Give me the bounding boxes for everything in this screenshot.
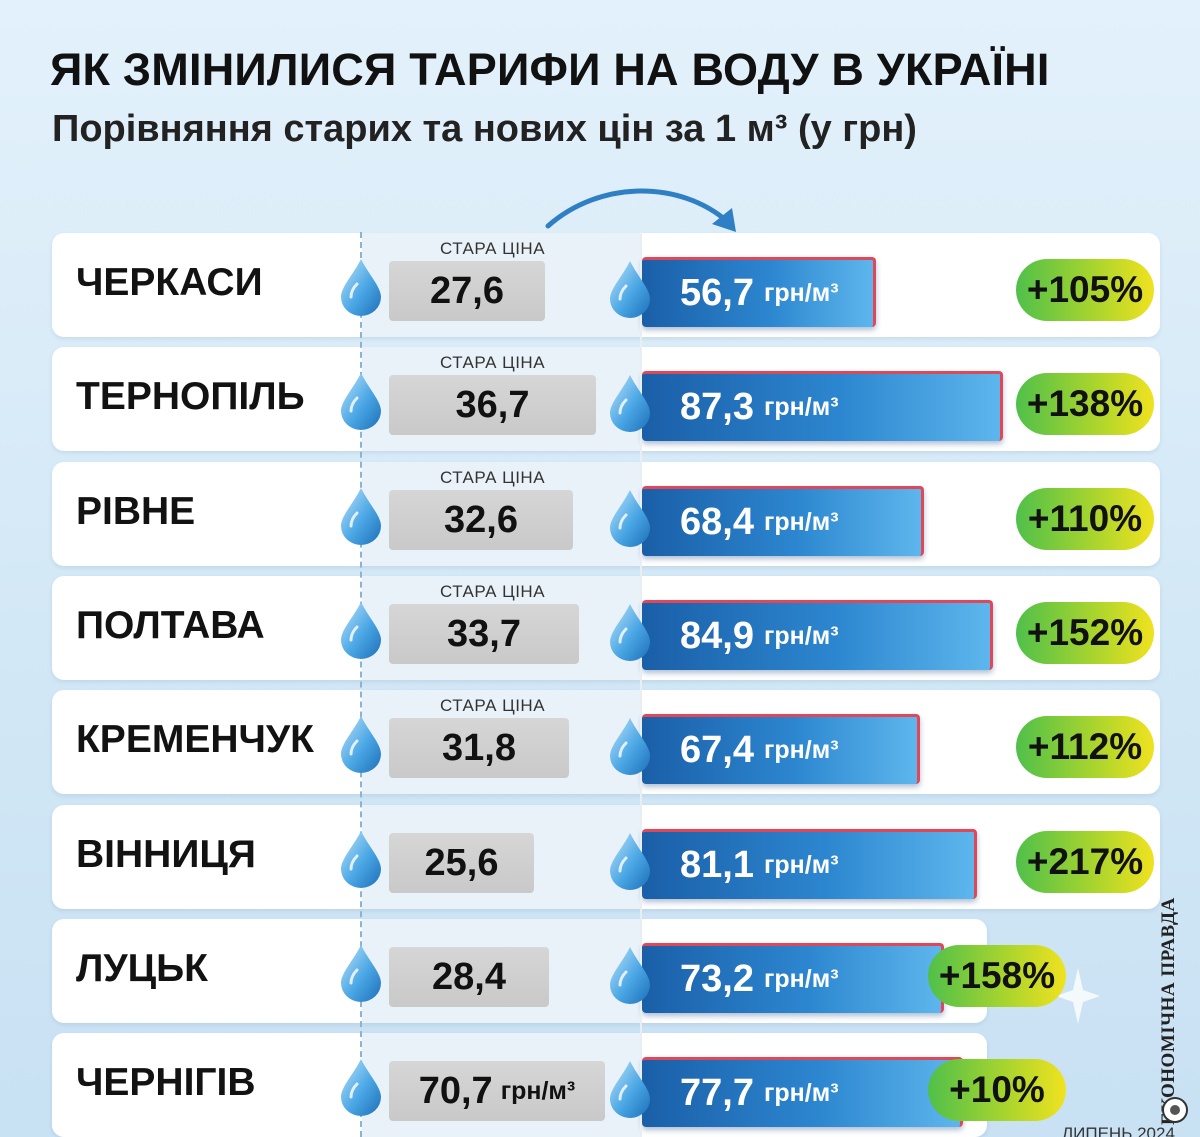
old-price-box: 32,6 <box>389 490 573 550</box>
new-price-value: 84,9 <box>680 615 754 657</box>
new-price-value: 56,7 <box>680 272 754 314</box>
water-drop-icon <box>339 486 383 551</box>
tariff-row: ВІННИЦЯ 25,6 81,1 грн/м³ +217% <box>0 805 1200 909</box>
water-drop-icon <box>608 831 652 896</box>
old-price-caption: СТАРА ЦІНА <box>440 353 546 372</box>
new-price-value: 81,1 <box>680 844 754 886</box>
tariff-row: ТЕРНОПІЛЬ СТАРА ЦІНА 36,7 87,3 грн/м³ +138% <box>0 347 1200 451</box>
old-price-box: 70,7 грн/м³ <box>389 1061 605 1121</box>
water-drop-icon <box>339 257 383 322</box>
new-price-value: 73,2 <box>680 958 754 1000</box>
new-price-unit: грн/м³ <box>763 851 839 879</box>
water-drop-icon <box>339 714 383 779</box>
change-percent-badge: +158% <box>928 945 1066 1007</box>
city-label: ЧЕРКАСИ <box>76 261 263 304</box>
water-drop-icon <box>608 716 652 781</box>
arrow-icon <box>545 188 736 232</box>
old-price-value: 70,7 <box>418 1069 493 1112</box>
water-drop-icon <box>608 945 652 1010</box>
new-price-bar: 77,7 грн/м³ <box>642 1057 963 1127</box>
tariff-row: РІВНЕ СТАРА ЦІНА 32,6 68,4 грн/м³ +110% <box>0 462 1200 566</box>
old-price-caption: СТАРА ЦІНА <box>440 696 546 715</box>
old-price-value: 27,6 <box>430 269 504 312</box>
water-drop-icon <box>339 371 383 436</box>
new-price-value: 77,7 <box>680 1072 754 1114</box>
new-price-unit: грн/м³ <box>763 279 839 307</box>
water-drop-icon <box>339 829 383 894</box>
tariff-row: КРЕМЕНЧУК СТАРА ЦІНА 31,8 67,4 грн/м³ +112% <box>0 690 1200 794</box>
old-price-value: 31,8 <box>442 726 516 769</box>
new-price-unit: грн/м³ <box>763 736 839 764</box>
tariff-row: ЧЕРКАСИ СТАРА ЦІНА 27,6 56,7 грн/м³ +105% <box>0 233 1200 337</box>
city-label: КРЕМЕНЧУК <box>76 718 314 761</box>
water-drop-icon <box>339 943 383 1008</box>
new-price-value: 67,4 <box>680 729 754 771</box>
old-price-value: 33,7 <box>447 612 521 655</box>
tariff-row: ПОЛТАВА СТАРА ЦІНА 33,7 84,9 грн/м³ +152% <box>0 576 1200 680</box>
change-percent-badge: +10% <box>928 1059 1066 1121</box>
new-price-value: 68,4 <box>680 501 754 543</box>
old-price-unit: грн/м³ <box>500 1076 576 1105</box>
city-label: ЧЕРНІГІВ <box>76 1061 256 1104</box>
new-price-bar: 67,4 грн/м³ <box>642 714 920 784</box>
change-percent-badge: +152% <box>1016 602 1154 664</box>
change-percent-badge: +112% <box>1016 716 1154 778</box>
water-drop-icon <box>339 1057 383 1122</box>
water-drop-icon <box>608 488 652 553</box>
old-price-box: 36,7 <box>389 375 596 435</box>
old-price-box: 28,4 <box>389 947 549 1007</box>
new-price-bar: 73,2 грн/м³ <box>642 943 944 1013</box>
publication-date: ЛИПЕНЬ 2024 <box>1062 1124 1175 1137</box>
sparkle-icon <box>1056 968 1100 1024</box>
old-price-value: 25,6 <box>424 841 499 884</box>
new-price-unit: грн/м³ <box>763 1079 839 1107</box>
new-price-bar: 56,7 грн/м³ <box>642 257 876 327</box>
tariff-row: ЧЕРНІГІВ 70,7 грн/м³ 77,7 грн/м³ +10% <box>0 1033 1200 1137</box>
new-price-value: 87,3 <box>680 386 754 428</box>
new-price-bar: 87,3 грн/м³ <box>642 371 1003 441</box>
water-drop-icon <box>608 602 652 667</box>
tariff-row: ЛУЦЬК 28,4 73,2 грн/м³ +158% <box>0 919 1200 1023</box>
old-price-box: 31,8 <box>389 718 569 778</box>
change-percent-badge: +110% <box>1016 488 1154 550</box>
city-label: ПОЛТАВА <box>76 604 265 647</box>
column-separator <box>640 232 642 1137</box>
old-price-caption: СТАРА ЦІНА <box>440 468 546 487</box>
water-drop-icon <box>608 1059 652 1124</box>
water-drop-icon <box>608 259 652 324</box>
city-label: ЛУЦЬК <box>76 947 208 990</box>
change-percent-badge: +138% <box>1016 373 1154 435</box>
water-drop-icon <box>339 600 383 665</box>
new-price-unit: грн/м³ <box>763 622 839 650</box>
change-percent-badge: +105% <box>1016 259 1154 321</box>
page-title: ЯК ЗМІНИЛИСЯ ТАРИФИ НА ВОДУ В УКРАЇНІ <box>50 44 1050 95</box>
new-price-bar: 84,9 грн/м³ <box>642 600 993 670</box>
page-subtitle: Порівняння старих та нових цін за 1 м³ (… <box>52 108 917 150</box>
old-price-value: 32,6 <box>444 498 518 541</box>
new-price-bar: 81,1 грн/м³ <box>642 829 977 899</box>
old-price-caption: СТАРА ЦІНА <box>440 582 546 601</box>
new-price-unit: грн/м³ <box>763 508 839 536</box>
city-label: РІВНЕ <box>76 490 196 533</box>
old-price-caption: СТАРА ЦІНА <box>440 239 546 258</box>
water-drop-icon <box>608 373 652 438</box>
old-price-box: 27,6 <box>389 261 545 321</box>
old-price-box: 25,6 <box>389 833 534 893</box>
brand-seal-icon <box>1162 1097 1188 1123</box>
brand-logo-text: ЕКОНОМІЧНА ПРАВДА <box>1158 897 1179 1125</box>
new-price-bar: 68,4 грн/м³ <box>642 486 924 556</box>
new-price-unit: грн/м³ <box>763 965 839 993</box>
city-label: ТЕРНОПІЛЬ <box>76 375 305 418</box>
change-percent-badge: +217% <box>1016 831 1154 893</box>
new-price-unit: грн/м³ <box>763 393 839 421</box>
dashed-divider <box>360 232 362 1137</box>
city-label: ВІННИЦЯ <box>76 833 256 876</box>
old-price-value: 28,4 <box>432 955 506 998</box>
old-price-value: 36,7 <box>455 383 530 426</box>
old-price-box: 33,7 <box>389 604 579 664</box>
